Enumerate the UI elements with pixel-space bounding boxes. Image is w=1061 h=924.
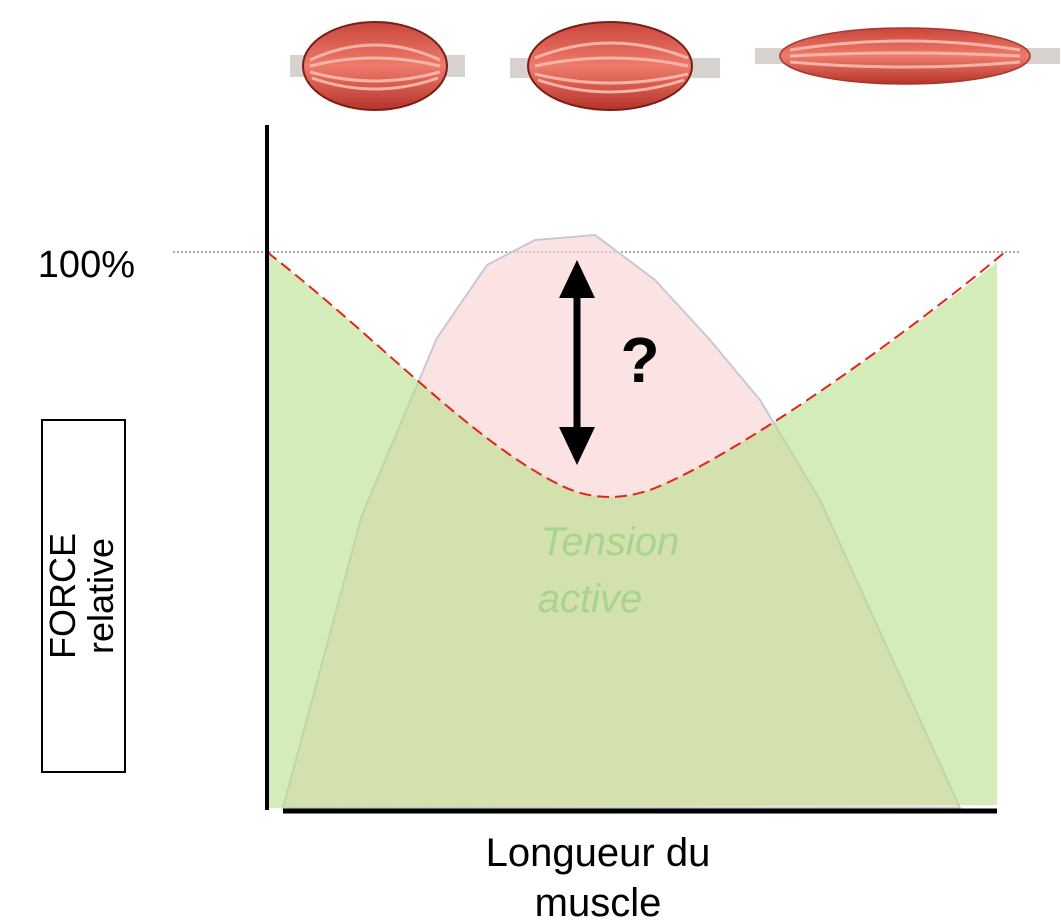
y-label-line: relative [80,538,121,654]
dashed-curve [266,251,1006,498]
muscle-short [290,21,465,111]
y-label: FORCE relative [42,533,121,659]
region-label: Tension [541,520,680,564]
double-arrow [559,260,595,465]
y-tick-label: 100% [38,244,135,286]
x-label: Longueur du [486,831,711,875]
y-label-line: FORCE [42,533,83,659]
x-label: muscle [535,881,662,924]
region-label: active [538,577,643,621]
muscle-medium [510,21,720,111]
muscle-long [755,27,1060,85]
question-mark: ? [620,324,659,396]
y-label-box [41,419,126,773]
green-area [267,252,997,808]
